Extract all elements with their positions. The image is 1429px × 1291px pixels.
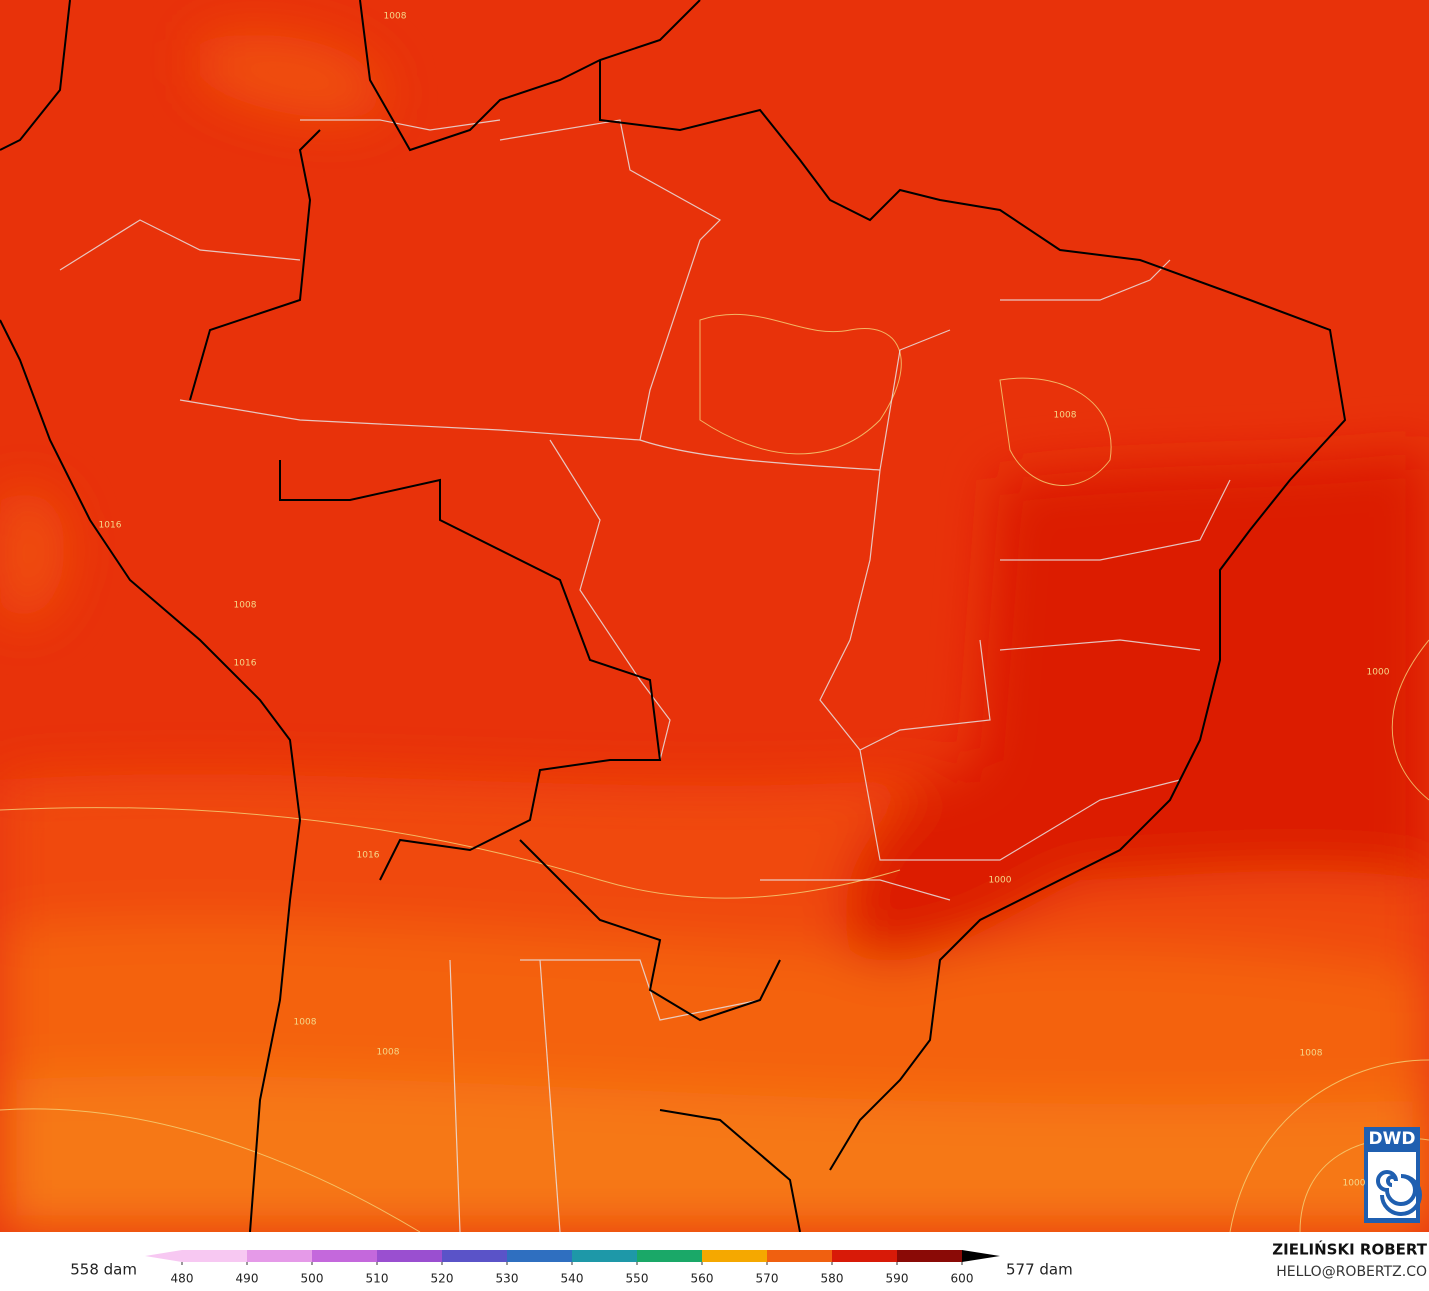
colorbar-segment [767, 1250, 833, 1262]
contour-label: 1008 [294, 1018, 317, 1028]
contour-label: 1000 [1343, 1179, 1366, 1189]
colorbar-segment [247, 1250, 313, 1262]
colorbar-low-arrow [145, 1250, 182, 1262]
colorbar-segment [312, 1250, 378, 1262]
contour-label: 1016 [357, 851, 380, 861]
field-shading [0, 34, 1429, 1232]
colorbar-segment [637, 1250, 703, 1262]
colorbar-segment [897, 1250, 963, 1262]
colorbar-tick-label: 500 [301, 1272, 324, 1286]
contour-label: 1016 [99, 521, 122, 531]
credit-email: HELLO@ROBERTZ.CO [1276, 1264, 1427, 1280]
logo-text: DWD [1369, 1129, 1416, 1149]
colorbar-high-arrow [962, 1250, 1000, 1262]
colorbar-tick-label: 550 [626, 1272, 649, 1286]
contour-labels: 1008 1008 1016 1008 1016 1000 1016 1000 1008 1008… [99, 12, 1390, 1189]
contour-label: 1008 [1054, 411, 1077, 421]
colorbar-tick-label: 570 [756, 1272, 779, 1286]
colorbar-segment [377, 1250, 443, 1262]
colorbar-tick-label: 600 [951, 1272, 974, 1286]
colorbar-tick-label: 480 [171, 1272, 194, 1286]
credit-name: ZIELIŃSKI ROBERT [1272, 1240, 1427, 1259]
colorbar-tick-label: 540 [561, 1272, 584, 1286]
colorbar-tick-label: 590 [886, 1272, 909, 1286]
map [0, 0, 1429, 1232]
colorbar-segment [442, 1250, 508, 1262]
contour-label: 1016 [234, 659, 257, 669]
colorbar-segment [182, 1250, 248, 1262]
logo: DWD [1364, 1127, 1422, 1223]
borders [59, 119, 1231, 1232]
logo-spiral [1376, 1170, 1422, 1216]
colorbar-tick-label: 520 [431, 1272, 454, 1286]
colorbar: 480 490 500 510 520 530 540 550 560 570 580 590 600 [145, 1250, 1000, 1286]
colorbar-segment [572, 1250, 638, 1262]
colorbar-tick-label: 560 [691, 1272, 714, 1286]
contour-label: 1008 [234, 601, 257, 611]
colorbar-tick-label: 510 [366, 1272, 389, 1286]
contour-label: 1008 [377, 1048, 400, 1058]
contour-label: 1000 [989, 876, 1012, 886]
contour-label: 1008 [384, 12, 407, 22]
coastline-and-frontiers [0, 0, 1347, 1232]
colorbar-segment [702, 1250, 768, 1262]
contour-label: 1008 [1300, 1049, 1323, 1059]
colorbar-tick-label: 490 [236, 1272, 259, 1286]
legend-max-label: 577 dam [1006, 1261, 1073, 1279]
colorbar-tick-label: 580 [821, 1272, 844, 1286]
colorbar-segment [832, 1250, 898, 1262]
legend-min-label: 558 dam [70, 1261, 137, 1279]
colorbar-tick-label: 530 [496, 1272, 519, 1286]
contour-label: 1000 [1367, 668, 1390, 678]
colorbar-segment [507, 1250, 573, 1262]
